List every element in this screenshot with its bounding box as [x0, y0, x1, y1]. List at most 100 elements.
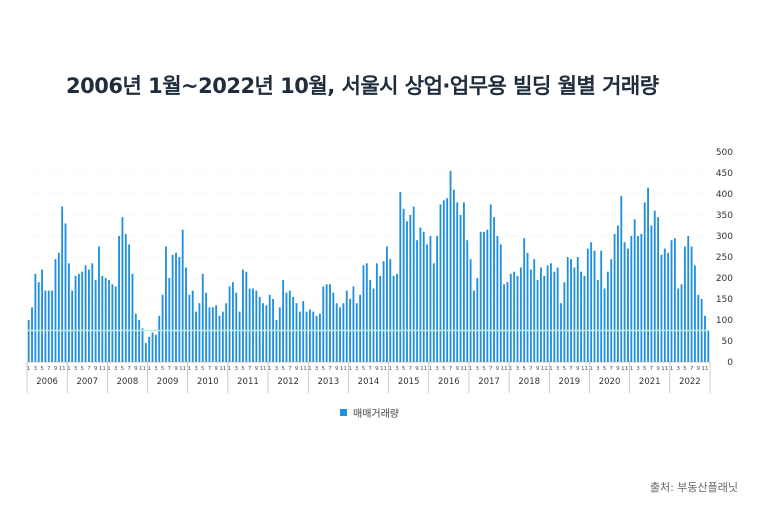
bar: [416, 240, 418, 362]
y-tick-label: 250: [716, 253, 733, 263]
bar: [560, 303, 562, 362]
month-tick-label: 5: [201, 366, 205, 372]
bar: [677, 288, 680, 362]
bar: [121, 217, 124, 362]
month-tick-label: 9: [455, 366, 459, 372]
bar: [647, 187, 649, 362]
legend: 매매거래량: [340, 405, 399, 420]
y-tick-label: 100: [716, 316, 733, 326]
month-tick-label: 11: [99, 366, 106, 372]
bar: [265, 305, 268, 362]
bar: [141, 328, 144, 362]
bar: [426, 244, 429, 362]
month-tick-label: 11: [661, 366, 668, 372]
bar: [359, 294, 362, 362]
bar: [302, 301, 305, 362]
bar: [245, 271, 248, 362]
bar: [51, 290, 54, 362]
month-tick-label: 3: [435, 366, 439, 372]
month-tick-label: 7: [569, 366, 573, 372]
month-tick-label: 3: [315, 366, 319, 372]
bar: [606, 271, 609, 362]
bar: [466, 240, 469, 362]
bar: [191, 290, 194, 362]
y-tick-label: 50: [722, 337, 734, 347]
bar: [34, 273, 37, 362]
bar: [576, 257, 579, 362]
month-tick-label: 9: [335, 366, 339, 372]
year-tick-label: 2021: [639, 377, 661, 387]
bar: [476, 278, 479, 362]
bar: [81, 271, 84, 362]
bar: [74, 275, 77, 362]
bar: [406, 221, 408, 362]
month-tick-label: 1: [268, 366, 272, 372]
month-tick-label: 9: [697, 366, 701, 372]
month-tick-label: 7: [87, 366, 91, 372]
year-tick-label: 2019: [559, 377, 581, 387]
month-tick-label: 7: [168, 366, 172, 372]
month-tick-label: 5: [482, 366, 486, 372]
bar: [449, 170, 452, 362]
bar: [322, 286, 325, 362]
bar: [382, 261, 385, 362]
month-tick-label: 11: [541, 366, 548, 372]
bar: [673, 238, 676, 362]
month-tick-label: 3: [395, 366, 399, 372]
bar: [201, 273, 204, 362]
month-tick-label: 5: [40, 366, 44, 372]
month-tick-label: 3: [636, 366, 640, 372]
month-tick-label: 11: [300, 366, 307, 372]
month-tick-label: 11: [340, 366, 347, 372]
bar: [242, 269, 244, 362]
bar: [536, 280, 539, 362]
bar: [195, 311, 197, 362]
month-tick-label: 11: [701, 366, 708, 372]
legend-swatch: [340, 409, 347, 416]
bar: [385, 246, 388, 362]
month-tick-label: 7: [690, 366, 694, 372]
month-tick-label: 9: [375, 366, 379, 372]
month-tick-label: 11: [179, 366, 186, 372]
year-tick-label: 2015: [398, 377, 420, 387]
bar: [439, 204, 442, 362]
bar: [590, 242, 593, 362]
month-tick-label: 9: [415, 366, 419, 372]
bar: [630, 236, 633, 362]
bar: [258, 296, 261, 362]
bar: [161, 294, 164, 362]
bar: [158, 315, 161, 362]
bar: [124, 233, 127, 362]
bar: [650, 225, 653, 362]
bar: [255, 290, 258, 362]
bar: [399, 191, 402, 362]
month-tick-label: 5: [362, 366, 366, 372]
month-tick-label: 9: [496, 366, 500, 372]
bar: [138, 320, 141, 362]
bar: [533, 259, 536, 362]
bar: [663, 248, 666, 362]
bar: [637, 236, 639, 362]
bar: [509, 273, 512, 362]
month-tick-label: 9: [94, 366, 98, 372]
bar: [469, 259, 472, 362]
bar: [396, 273, 398, 362]
bar: [41, 269, 43, 362]
month-tick-label: 1: [509, 366, 513, 372]
month-tick-label: 9: [255, 366, 259, 372]
month-tick-label: 11: [139, 366, 146, 372]
year-tick-label: 2007: [76, 377, 98, 387]
bar: [633, 219, 636, 362]
bar: [429, 236, 432, 362]
bar: [332, 292, 335, 362]
bar: [583, 275, 586, 362]
source-note: 출처: 부동산플래닛: [649, 481, 738, 494]
bar: [218, 315, 221, 362]
bar: [108, 280, 110, 362]
month-tick-label: 7: [328, 366, 332, 372]
month-tick-label: 3: [676, 366, 680, 372]
bar: [339, 307, 341, 362]
bar: [325, 284, 328, 362]
bar: [550, 263, 552, 362]
bar: [211, 307, 214, 362]
